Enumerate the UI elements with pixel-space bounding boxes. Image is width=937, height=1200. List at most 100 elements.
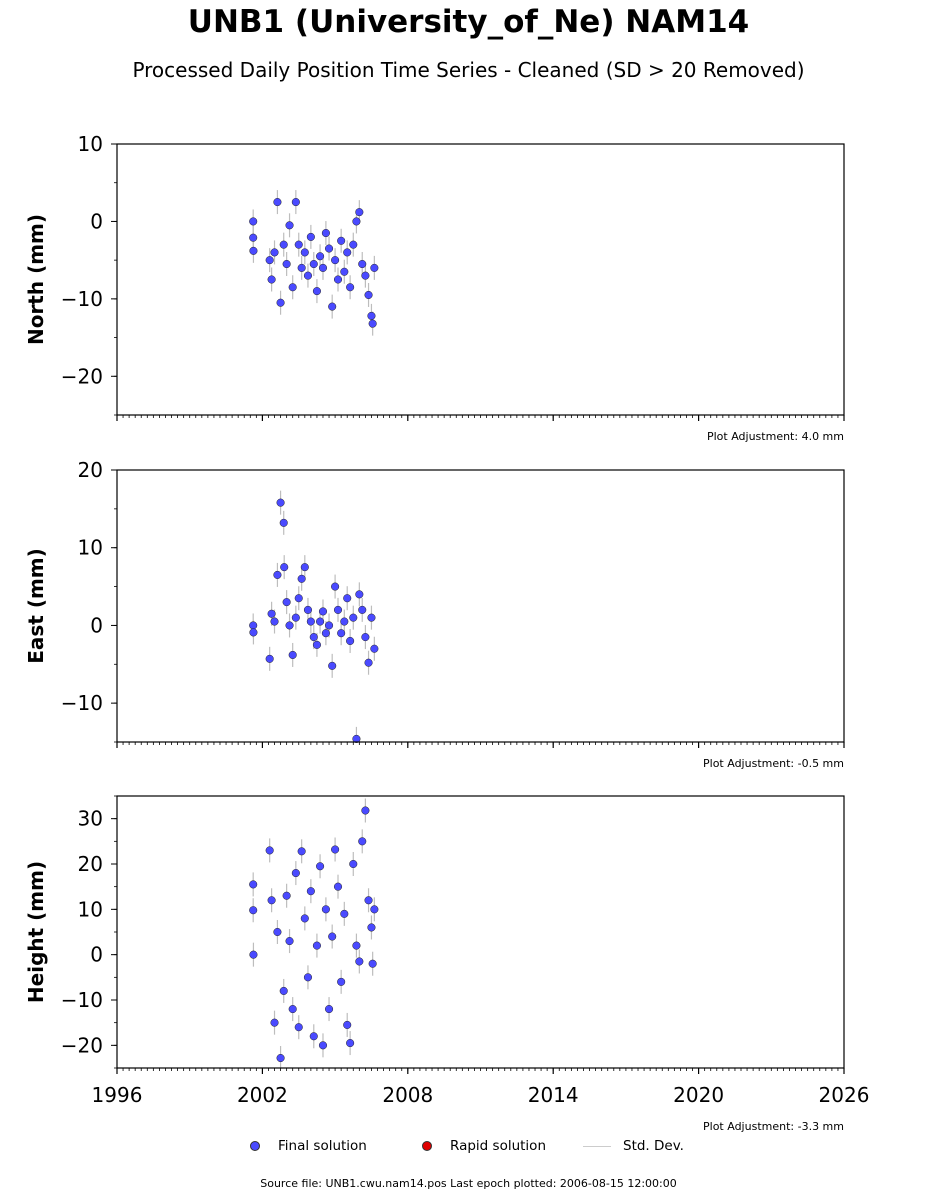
legend-item-rapid: Rapid solution	[422, 1138, 546, 1154]
plot-adjustment-note: Plot Adjustment: -3.3 mm	[703, 1120, 844, 1133]
data-point	[270, 248, 279, 257]
data-point	[370, 263, 379, 272]
source-footer: Source file: UNB1.cwu.nam14.pos Last epo…	[260, 1177, 677, 1190]
data-point	[249, 233, 258, 242]
data-point	[349, 859, 358, 869]
y-tick-label: 0	[90, 613, 103, 637]
data-point	[361, 271, 370, 280]
data-point	[358, 605, 367, 614]
x-tick-label: 2002	[237, 1083, 288, 1107]
data-point	[249, 880, 258, 889]
data-point	[249, 621, 258, 630]
y-tick-label: 10	[78, 536, 103, 560]
legend-item-final: Final solution	[250, 1138, 367, 1154]
data-point	[355, 957, 364, 966]
data-point	[282, 891, 291, 900]
data-point	[265, 654, 274, 663]
data-point	[303, 605, 313, 614]
data-point	[249, 906, 258, 915]
y-axis-label: Height (mm)	[24, 861, 48, 1003]
data-point	[337, 977, 346, 986]
data-point	[297, 574, 306, 583]
data-point	[331, 845, 340, 854]
y-axis-label: North (mm)	[24, 214, 48, 345]
data-point	[309, 259, 318, 269]
data-point	[321, 629, 330, 638]
data-point	[280, 563, 289, 572]
x-tick-label: 2014	[528, 1083, 579, 1107]
data-point	[267, 896, 276, 905]
data-point	[340, 617, 349, 626]
data-point	[300, 563, 309, 572]
data-points	[249, 490, 379, 743]
data-point	[318, 1041, 328, 1050]
data-point	[337, 236, 346, 245]
data-point	[333, 275, 343, 284]
y-tick-label: −10	[61, 988, 103, 1012]
data-point	[367, 311, 376, 320]
data-point	[321, 228, 330, 238]
data-point	[364, 658, 373, 667]
data-point	[368, 959, 377, 968]
data-point	[349, 613, 358, 622]
data-point	[346, 636, 355, 646]
std-dev-line-icon	[583, 1145, 611, 1147]
data-point	[273, 927, 282, 937]
data-point	[276, 498, 285, 507]
data-point	[370, 644, 379, 653]
legend-label-final: Final solution	[278, 1138, 367, 1154]
data-point	[267, 609, 276, 618]
data-point	[291, 869, 300, 878]
data-point	[328, 932, 337, 941]
rapid-solution-marker-icon	[422, 1141, 432, 1151]
data-point	[333, 605, 343, 614]
plot-frame	[116, 143, 845, 416]
data-point	[346, 283, 355, 292]
data-point	[316, 862, 325, 871]
data-point	[297, 263, 306, 272]
data-point	[288, 283, 297, 292]
data-point	[352, 217, 361, 226]
data-point	[279, 240, 288, 249]
y-tick-label: −20	[61, 364, 103, 388]
data-points	[249, 798, 379, 1068]
data-point	[316, 617, 325, 626]
data-point	[265, 846, 274, 855]
y-tick-label: 10	[78, 132, 103, 156]
data-point	[294, 594, 303, 603]
data-point	[346, 1039, 355, 1048]
data-point	[318, 263, 328, 272]
data-point	[358, 837, 367, 846]
data-point	[368, 319, 377, 328]
data-points	[249, 190, 379, 336]
data-point	[285, 621, 294, 630]
y-tick-label: −20	[61, 1033, 103, 1057]
data-point	[303, 271, 313, 280]
data-point	[324, 244, 334, 253]
x-tick-label: 2026	[819, 1083, 870, 1107]
data-point	[343, 594, 352, 603]
panel-2: −10 0 10 20 East (mm) Plot Adjustment: -0.5 m…	[24, 458, 845, 770]
data-point	[340, 267, 349, 276]
data-point	[358, 259, 367, 269]
y-tick-label: 0	[90, 209, 103, 233]
data-point	[300, 248, 309, 257]
legend-label-std: Std. Dev.	[623, 1138, 684, 1154]
data-point	[288, 650, 297, 660]
legend: Final solution Rapid solution Std. Dev.	[250, 1138, 710, 1158]
data-point	[276, 1053, 285, 1063]
data-point	[343, 1020, 352, 1029]
final-solution-marker-icon	[250, 1141, 260, 1151]
data-point	[331, 582, 340, 591]
data-point	[321, 905, 330, 914]
data-point	[279, 986, 288, 995]
data-point	[361, 633, 370, 642]
y-tick-label: 20	[78, 458, 103, 482]
data-point	[352, 734, 361, 743]
y-tick-label: 0	[90, 943, 103, 967]
data-point	[343, 248, 352, 257]
y-tick-label: −10	[61, 287, 103, 311]
data-point	[309, 1032, 318, 1041]
data-point	[276, 298, 285, 307]
